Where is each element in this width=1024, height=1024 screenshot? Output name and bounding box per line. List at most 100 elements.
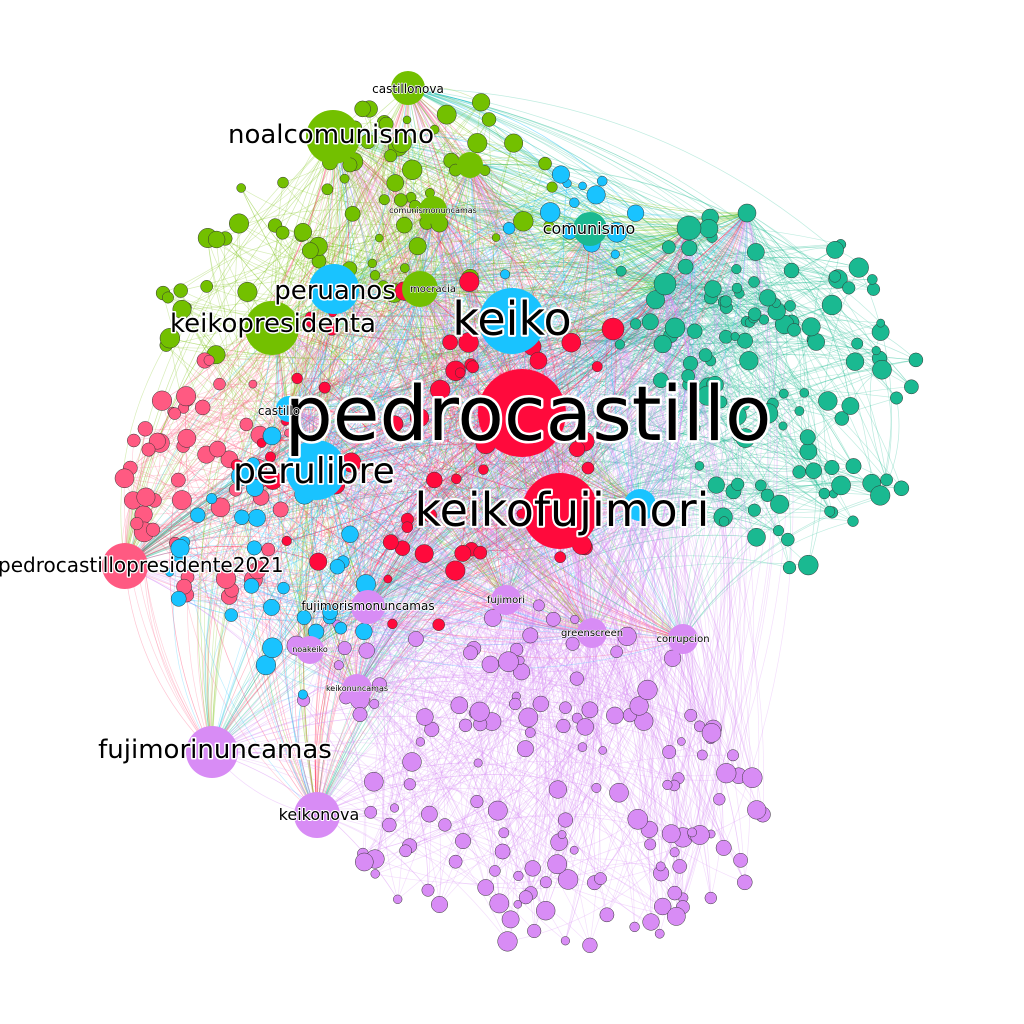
edge-584 [274, 225, 690, 265]
edge-297 [505, 341, 817, 601]
edge-510 [367, 375, 689, 608]
edge-1459 [460, 227, 690, 374]
edge-1196 [402, 547, 593, 634]
node-green-node-a [457, 152, 483, 178]
edge-1383 [297, 377, 420, 418]
edge-534 [419, 272, 656, 301]
edge-2150 [530, 227, 690, 636]
edge-1530 [356, 688, 503, 852]
edge-1763 [505, 599, 576, 851]
node-node-5-48 [454, 544, 472, 562]
edge-1727 [589, 228, 686, 753]
edge-914 [215, 354, 369, 608]
edge-568 [316, 321, 651, 816]
node-node-4-54 [168, 407, 181, 420]
edge-2085 [366, 209, 447, 651]
edge-1898 [356, 688, 668, 786]
edge-1735 [333, 288, 635, 927]
edge-1597 [469, 164, 532, 802]
node-node-8-15 [231, 466, 252, 487]
edge-463 [407, 87, 754, 319]
edge-1141 [175, 283, 666, 544]
edge-135 [639, 244, 841, 506]
edge-35 [288, 333, 883, 410]
node-node-6-32 [524, 860, 541, 877]
edge-1873 [309, 649, 701, 836]
node-node-8-16 [329, 559, 346, 575]
edge-2244 [270, 288, 421, 437]
node-node-7-4 [509, 697, 522, 711]
node-node-6-69 [655, 861, 666, 872]
node-node-5-46 [459, 271, 480, 292]
node-node-1-16 [615, 265, 627, 277]
node-node-4-27 [261, 542, 276, 557]
node-node-5-58 [529, 351, 548, 370]
edge-1625 [419, 288, 515, 811]
edge-256 [356, 329, 795, 690]
node-node-0-80 [697, 385, 718, 406]
edge-2501 [277, 288, 335, 816]
node-node-6-15 [516, 740, 534, 758]
node-node-2-43 [472, 93, 491, 112]
node-node-5-18 [414, 544, 434, 564]
node-node-3-11 [162, 291, 174, 304]
edge-2504 [333, 288, 684, 640]
node-node-6-103 [497, 931, 518, 952]
edge-761 [472, 102, 593, 634]
edge-1593 [476, 632, 593, 802]
edge-2582 [505, 227, 690, 601]
edge-1126 [187, 288, 335, 578]
edge-184 [419, 288, 814, 471]
edge-746 [124, 186, 553, 567]
edge-598 [325, 132, 513, 322]
edge-175 [469, 164, 833, 513]
edge-2481 [285, 469, 318, 816]
node-node-8-10 [224, 608, 238, 622]
edge-1350 [304, 484, 336, 651]
node-node-0-52 [866, 282, 881, 296]
edge-250 [332, 136, 877, 351]
edge-1957 [419, 288, 712, 899]
node-node-6-41 [513, 870, 524, 881]
edge-177 [271, 327, 833, 513]
edge-1062 [268, 164, 471, 550]
edge-817 [363, 119, 490, 608]
edge-2251 [251, 228, 591, 587]
edge-1914 [124, 565, 675, 853]
edge-418 [682, 485, 842, 640]
edge-2070 [124, 562, 474, 649]
edge-155 [706, 395, 728, 518]
edge-1985 [670, 638, 696, 834]
edge-1711 [333, 288, 417, 809]
edge-1527 [649, 751, 672, 845]
edge-536 [655, 299, 716, 385]
node-node-1-23 [687, 323, 703, 339]
node-node-6-13 [494, 843, 511, 860]
edge-800 [362, 108, 614, 330]
edge-1453 [419, 288, 484, 553]
edge-2308 [271, 288, 421, 608]
edge-448 [591, 363, 691, 634]
edge-75 [332, 136, 881, 333]
node-node-8-1 [246, 478, 264, 497]
edge-1567 [333, 288, 409, 860]
edge-398 [720, 276, 836, 403]
edge-1816 [594, 638, 684, 883]
edge-281 [591, 467, 832, 634]
edge-1175 [332, 136, 572, 343]
edge-1560 [432, 209, 764, 815]
edge-1900 [589, 228, 687, 785]
node-node-7-26 [629, 696, 649, 716]
node-node-4-17 [215, 568, 237, 589]
edge-262 [688, 227, 716, 388]
edge-2032 [424, 716, 566, 942]
edge-145 [356, 562, 809, 690]
label-keikopresidenta: keikopresidenta [170, 309, 376, 339]
edge-456 [639, 297, 712, 506]
edge-178 [521, 412, 833, 513]
edge-112 [559, 467, 902, 512]
edge-862 [283, 189, 328, 410]
node-node-6-59 [569, 845, 579, 855]
edge-2358 [184, 283, 666, 543]
edge-2035 [332, 136, 409, 685]
